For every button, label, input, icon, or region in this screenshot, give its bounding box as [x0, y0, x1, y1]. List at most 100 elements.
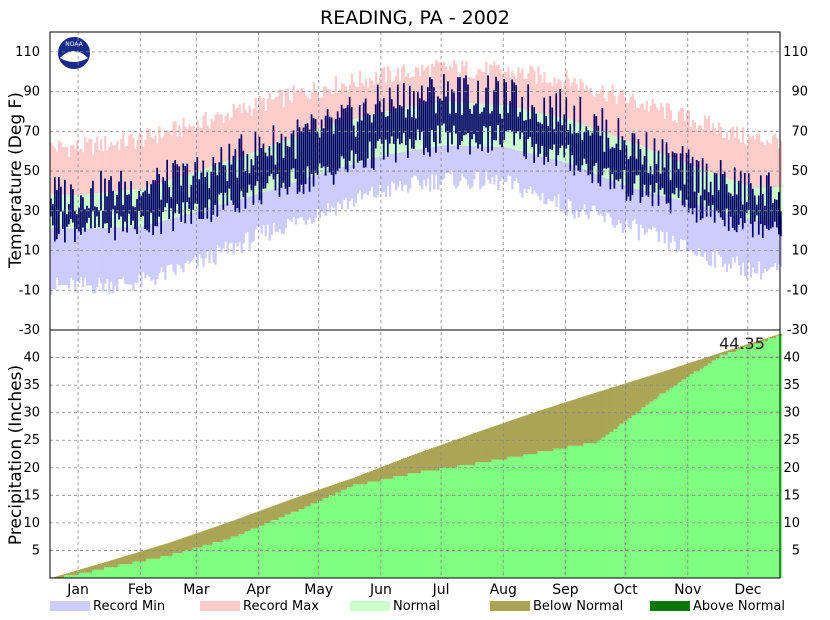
record-min-bar: [629, 187, 632, 230]
precip-below-normal: [573, 399, 576, 446]
record-max-bar: [691, 119, 695, 166]
precip-below-normal: [639, 378, 642, 410]
precip-observed-bar: [587, 442, 590, 578]
record-min-bar: [631, 187, 634, 221]
precip-below-normal: [268, 507, 271, 523]
observed-temp-bar: [348, 97, 351, 161]
record-min-bar: [611, 180, 614, 225]
precip-below-normal: [330, 485, 334, 496]
record-max-bar: [186, 128, 189, 175]
record-max-bar: [304, 95, 307, 134]
precip-below-normal: [467, 435, 470, 466]
record-max-bar: [58, 140, 61, 195]
observed-temp-bar: [368, 114, 371, 142]
observed-temp-bar: [435, 113, 437, 153]
precip-below-normal: [408, 456, 412, 474]
record-max-bar: [687, 110, 691, 165]
record-min-bar: [68, 228, 71, 289]
precip-below-normal: [753, 341, 757, 344]
precip-below-normal: [677, 366, 681, 383]
normal-bar: [188, 174, 191, 214]
precip-below-normal: [423, 450, 426, 471]
record-max-bar: [122, 132, 125, 191]
precip-below-normal: [260, 510, 263, 526]
precip-below-normal: [765, 338, 769, 342]
record-max-bar: [541, 82, 544, 114]
precip-below-normal: [58, 575, 61, 578]
precip-observed-bar: [767, 338, 771, 578]
observed-temp-bar: [316, 131, 319, 175]
normal-bar: [208, 167, 211, 208]
precip-below-normal: [769, 336, 773, 339]
observed-temp-bar: [431, 79, 433, 130]
record-max-bar: [721, 137, 725, 177]
precip-below-normal: [224, 523, 227, 540]
observed-temp-bar: [288, 147, 291, 188]
record-max-bar: [501, 73, 504, 106]
precip-below-normal: [354, 476, 358, 485]
precip-below-normal: [208, 528, 211, 545]
record-min-bar: [687, 202, 691, 252]
record-max-bar: [394, 75, 398, 110]
precip-observed-bar: [130, 564, 133, 578]
precip-observed-bar: [461, 465, 464, 578]
precip-observed-bar: [517, 456, 520, 578]
observed-temp-bar: [122, 205, 124, 232]
precip-observed-bar: [761, 341, 765, 578]
precip-observed-bar: [64, 575, 67, 578]
record-min-bar: [252, 195, 255, 242]
precip-observed-bar: [603, 437, 606, 578]
observed-temp-bar: [735, 194, 738, 233]
precip-below-normal: [138, 551, 141, 562]
precip-below-normal: [691, 361, 695, 375]
record-max-bar: [66, 146, 69, 195]
precip-observed-bar: [256, 528, 259, 578]
precip-below-normal: [551, 406, 554, 452]
precip-observed-bar: [156, 558, 159, 578]
precip-observed-bar: [627, 418, 630, 578]
observed-temp-bar: [392, 106, 395, 144]
record-min-bar: [755, 220, 759, 274]
precip-below-normal: [503, 422, 506, 460]
precip-below-normal: [577, 398, 580, 446]
precip-below-normal: [483, 429, 486, 463]
normal-bar: [66, 194, 69, 229]
record-min-bar: [541, 156, 544, 194]
temp-tick-right: 110: [783, 45, 808, 60]
precip-observed-bar: [108, 566, 111, 578]
record-max-bar: [585, 85, 588, 126]
record-min-bar: [396, 152, 400, 187]
precip-observed-bar: [585, 442, 588, 578]
record-min-bar: [421, 148, 424, 190]
precip-below-normal: [473, 433, 476, 466]
record-max-bar: [322, 86, 326, 127]
record-max-bar: [202, 115, 205, 170]
precip-observed-bar: [459, 465, 462, 578]
precip-observed-bar: [166, 555, 169, 578]
precip-observed-bar: [204, 544, 207, 578]
record-max-bar: [693, 122, 697, 167]
observed-temp-bar: [713, 172, 716, 223]
record-min-bar: [400, 152, 404, 191]
record-min-bar: [469, 146, 472, 190]
precip-below-normal: [653, 374, 656, 399]
precip-below-normal: [759, 339, 763, 342]
precip-observed-bar: [597, 440, 600, 578]
precip-observed-bar: [190, 550, 193, 578]
record-max-bar: [551, 86, 554, 116]
observed-temp-bar: [202, 160, 205, 220]
record-min-bar: [667, 197, 670, 250]
observed-temp-bar: [342, 108, 345, 159]
precip-below-normal: [453, 440, 456, 468]
precip-below-normal: [84, 568, 87, 573]
precip-below-normal: [292, 498, 295, 512]
record-min-bar: [106, 227, 109, 280]
observed-temp-bar: [613, 147, 616, 189]
observed-temp-bar: [501, 118, 503, 148]
record-max-bar: [615, 103, 618, 137]
observed-temp-bar: [306, 123, 309, 167]
observed-temp-bar: [208, 188, 211, 200]
precip-observed-bar: [284, 514, 287, 578]
observed-temp-bar: [549, 96, 552, 150]
record-max-bar: [685, 112, 689, 164]
